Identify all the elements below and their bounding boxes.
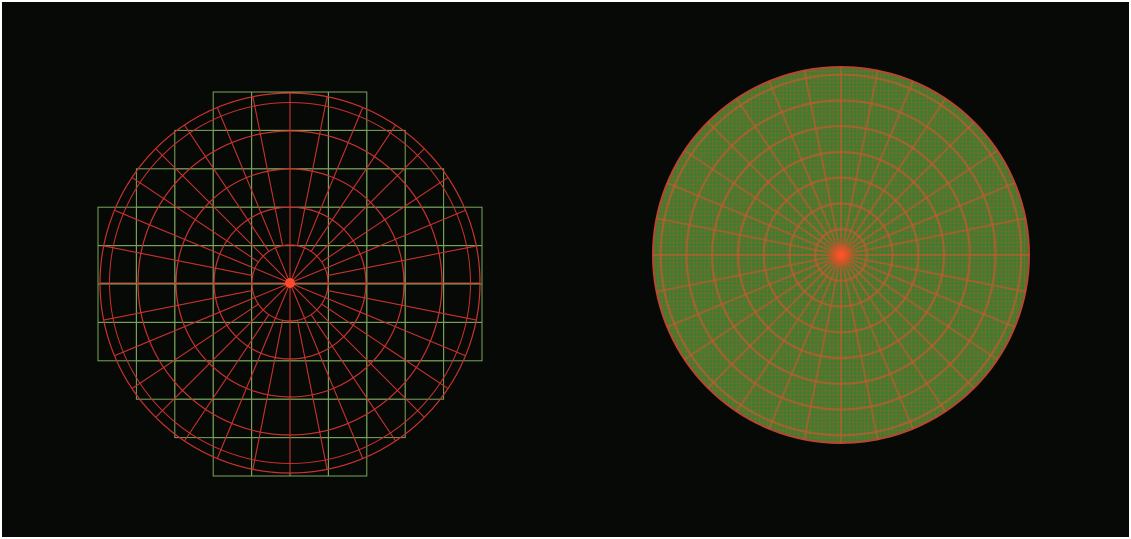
- polar-spoke: [840, 217, 1026, 256]
- polar-spoke: [656, 254, 842, 293]
- fine-polar-grid: [653, 67, 1029, 443]
- polar-spoke: [321, 303, 449, 390]
- polar-spoke: [803, 70, 842, 256]
- polar-spoke: [707, 254, 842, 389]
- polar-spoke: [252, 320, 284, 470]
- polar-spoke: [114, 282, 291, 357]
- polar-spoke: [216, 282, 291, 459]
- polar-spoke: [707, 121, 842, 256]
- polar-spoke: [216, 107, 291, 284]
- polar-spoke: [840, 121, 975, 256]
- polar-spoke: [768, 80, 842, 256]
- coarse-center-point: [285, 278, 295, 288]
- polar-spoke: [289, 148, 425, 284]
- polar-spoke: [684, 254, 842, 361]
- polar-spoke: [296, 96, 328, 246]
- polar-spoke: [155, 148, 291, 284]
- fine-grid-diagram: [652, 66, 1030, 444]
- polar-spoke: [103, 289, 253, 321]
- polar-spoke: [656, 217, 842, 256]
- polar-spoke: [840, 254, 1026, 293]
- polar-spoke: [289, 282, 425, 418]
- polar-spoke: [114, 209, 291, 284]
- polar-spoke: [296, 320, 328, 470]
- polar-spoke: [183, 124, 270, 252]
- coarse-grid-diagram: [97, 91, 483, 477]
- polar-spoke: [252, 96, 284, 246]
- polar-spoke: [289, 209, 466, 284]
- polar-spoke: [155, 282, 291, 418]
- polar-spoke: [327, 245, 477, 277]
- polar-spoke: [103, 245, 253, 277]
- polar-spoke: [321, 176, 449, 263]
- polar-spoke: [684, 149, 842, 256]
- polar-spoke: [840, 254, 879, 440]
- polar-spoke: [289, 282, 466, 357]
- polar-spoke: [840, 254, 975, 389]
- polar-spoke: [310, 314, 397, 442]
- polar-spoke: [840, 80, 914, 256]
- polar-spoke: [840, 254, 914, 430]
- polar-spoke: [131, 303, 259, 390]
- polar-spoke: [310, 124, 397, 252]
- polar-spoke: [735, 254, 842, 412]
- polar-spoke: [840, 254, 1016, 328]
- polar-spoke: [840, 70, 879, 256]
- grid-cell: [404, 360, 445, 400]
- polar-spoke: [289, 107, 364, 284]
- polar-spoke: [840, 254, 947, 412]
- grid-cell: [366, 398, 406, 439]
- polar-spoke: [327, 289, 477, 321]
- polar-spoke: [666, 254, 842, 328]
- polar-spoke: [840, 98, 947, 256]
- coarse-polar-grid: [99, 92, 481, 474]
- polar-spoke: [183, 314, 270, 442]
- polar-spoke: [666, 182, 842, 256]
- polar-spoke: [735, 98, 842, 256]
- fine-center-point: [827, 241, 855, 269]
- polar-spoke: [803, 254, 842, 440]
- polar-spoke: [840, 149, 998, 256]
- polar-spoke: [840, 254, 998, 361]
- polar-spoke: [131, 176, 259, 263]
- polar-spoke: [289, 282, 364, 459]
- polar-spoke: [768, 254, 842, 430]
- polar-spoke: [840, 182, 1016, 256]
